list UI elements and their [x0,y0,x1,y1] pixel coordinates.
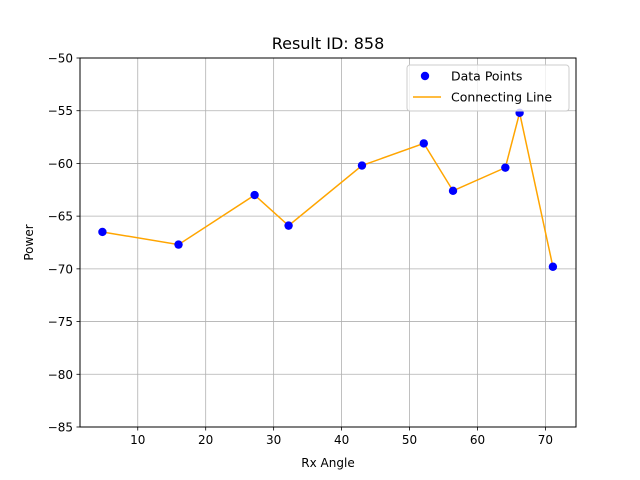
x-axis-label: Rx Angle [301,456,354,470]
y-tick-label: −75 [48,315,73,329]
y-tick-label: −55 [48,104,73,118]
data-point [98,227,107,237]
data-point [174,240,183,249]
x-tick-label: 30 [266,433,281,447]
connecting-line [102,112,554,267]
y-tick-label: −60 [48,157,73,171]
chart-title: Result ID: 858 [272,34,385,53]
y-tick-label: −65 [48,210,73,224]
legend-box [406,64,570,112]
legend-marker-data-points [420,71,430,81]
x-tick-label: 20 [198,433,213,447]
y-tick-label: −85 [48,421,73,435]
tick-layer: 10 20 30 40 50 60 70 −50 −55 −60 −65 −70 −75 −80 −85 [48,52,553,448]
legend-label-connecting-line: Connecting Line [451,90,552,105]
x-tick-label: 10 [130,433,145,447]
x-tick-label: 60 [470,433,485,447]
plot-frame [79,57,577,428]
x-tick-label: 50 [402,433,417,447]
data-point [357,161,367,170]
data-point [501,163,510,172]
y-tick-label: −70 [48,262,73,276]
point-layer [98,108,558,271]
x-tick-label: 40 [334,433,349,447]
y-tick-label: −80 [48,368,73,382]
data-point [448,186,458,196]
legend-label-data-points: Data Points [451,69,522,84]
grid-layer [80,57,576,428]
y-tick-label: −50 [48,52,73,66]
data-point [284,221,293,230]
data-point [548,262,558,271]
line-layer [102,112,554,267]
x-tick-label: 70 [538,433,553,447]
data-point [419,139,429,148]
y-axis-label: Power [22,224,36,260]
data-point [250,190,259,200]
legend: Data Points Connecting Line [406,64,570,112]
